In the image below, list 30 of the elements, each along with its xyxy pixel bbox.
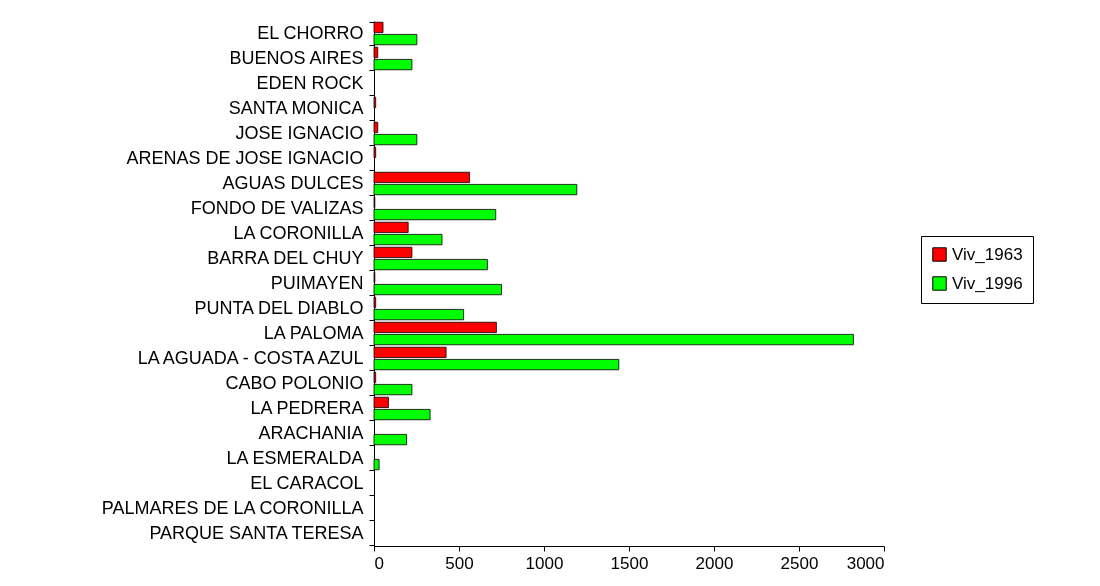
- y-tick-label: EL CHORRO: [257, 23, 364, 43]
- y-tick-label: PALMARES DE LA CORONILLA: [101, 498, 364, 518]
- x-tick-label: 2000: [695, 553, 734, 573]
- y-tick-label: LA ESMERALDA: [226, 448, 364, 468]
- y-tick-label: ARACHANIA: [258, 423, 364, 443]
- x-tick-label: 500: [445, 553, 474, 573]
- y-tick-label: PUNTA DEL DIABLO: [194, 298, 364, 318]
- y-tick-label: AGUAS DULCES: [222, 173, 364, 193]
- y-tick-label: EL CARACOL: [250, 473, 364, 493]
- y-tick-label: SANTA MONICA: [228, 98, 364, 118]
- y-tick-label: BUENOS AIRES: [229, 48, 364, 68]
- x-tick-label: 1000: [525, 553, 564, 573]
- y-tick-label: LA CORONILLA: [233, 223, 364, 243]
- x-tick-label: 2500: [780, 553, 819, 573]
- x-tick-label: 1500: [610, 553, 649, 573]
- y-tick-label: LA AGUADA - COSTA AZUL: [137, 348, 364, 368]
- y-tick-label: PUIMAYEN: [270, 273, 364, 293]
- y-tick-label: PARQUE SANTA TERESA: [149, 523, 364, 543]
- x-tick-label: 3000: [846, 553, 885, 573]
- y-tick-label: CABO POLONIO: [225, 373, 364, 393]
- x-tick-label: 0: [374, 553, 384, 573]
- y-tick-label: JOSE IGNACIO: [235, 123, 364, 143]
- legend-label: Viv_1963: [952, 244, 1023, 264]
- legend-label: Viv_1996: [952, 273, 1023, 293]
- y-tick-label: BARRA DEL CHUY: [207, 248, 364, 268]
- y-tick-label: LA PALOMA: [263, 323, 364, 343]
- y-tick-label: EDEN ROCK: [256, 73, 364, 93]
- y-tick-label: FONDO DE VALIZAS: [190, 198, 364, 218]
- y-tick-label: LA PEDRERA: [250, 398, 364, 418]
- y-tick-label: ARENAS DE JOSE IGNACIO: [126, 148, 364, 168]
